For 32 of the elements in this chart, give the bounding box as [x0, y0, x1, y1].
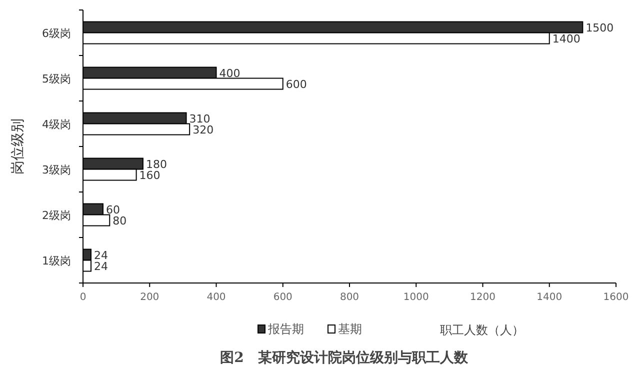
x-axis-title: 职工人数（人） [440, 323, 524, 337]
x-tick-label: 1600 [603, 292, 629, 303]
data-label: 1500 [586, 21, 614, 34]
y-tick-label: 4级岗 [42, 118, 71, 131]
x-tick-label: 800 [340, 292, 360, 303]
data-label: 180 [146, 158, 167, 171]
y-axis-title: 岗位级别 [10, 118, 26, 174]
data-label: 24 [94, 248, 108, 262]
data-label: 600 [286, 78, 307, 91]
y-tick-label: 3级岗 [42, 163, 71, 176]
legend-label: 基期 [338, 322, 362, 336]
data-label: 1400 [552, 32, 580, 46]
data-label: 80 [112, 214, 127, 228]
data-label: 400 [219, 66, 240, 80]
data-label: 160 [139, 168, 160, 182]
y-tick-label: 2级岗 [42, 208, 71, 222]
x-tick-label: 1000 [403, 292, 429, 303]
y-tick-label: 1级岗 [42, 254, 71, 268]
x-tick-label: 1200 [470, 292, 496, 303]
data-label: 320 [192, 123, 214, 136]
x-tick-label: 200 [140, 292, 160, 303]
text: 图2 某研究设计院岗位级别与职工人数 [220, 349, 469, 366]
x-tick-label: 0 [80, 292, 86, 303]
data-label: 310 [189, 112, 210, 126]
data-label: 60 [106, 203, 120, 216]
y-tick-label: 6级岗 [42, 26, 71, 40]
data-label: 24 [94, 260, 108, 273]
x-tick-label: 400 [206, 292, 226, 303]
legend-label: 报告期 [267, 322, 304, 336]
y-tick-label: 5级岗 [42, 72, 71, 86]
x-tick-label: 600 [273, 292, 292, 303]
x-tick-label: 1400 [536, 292, 562, 303]
